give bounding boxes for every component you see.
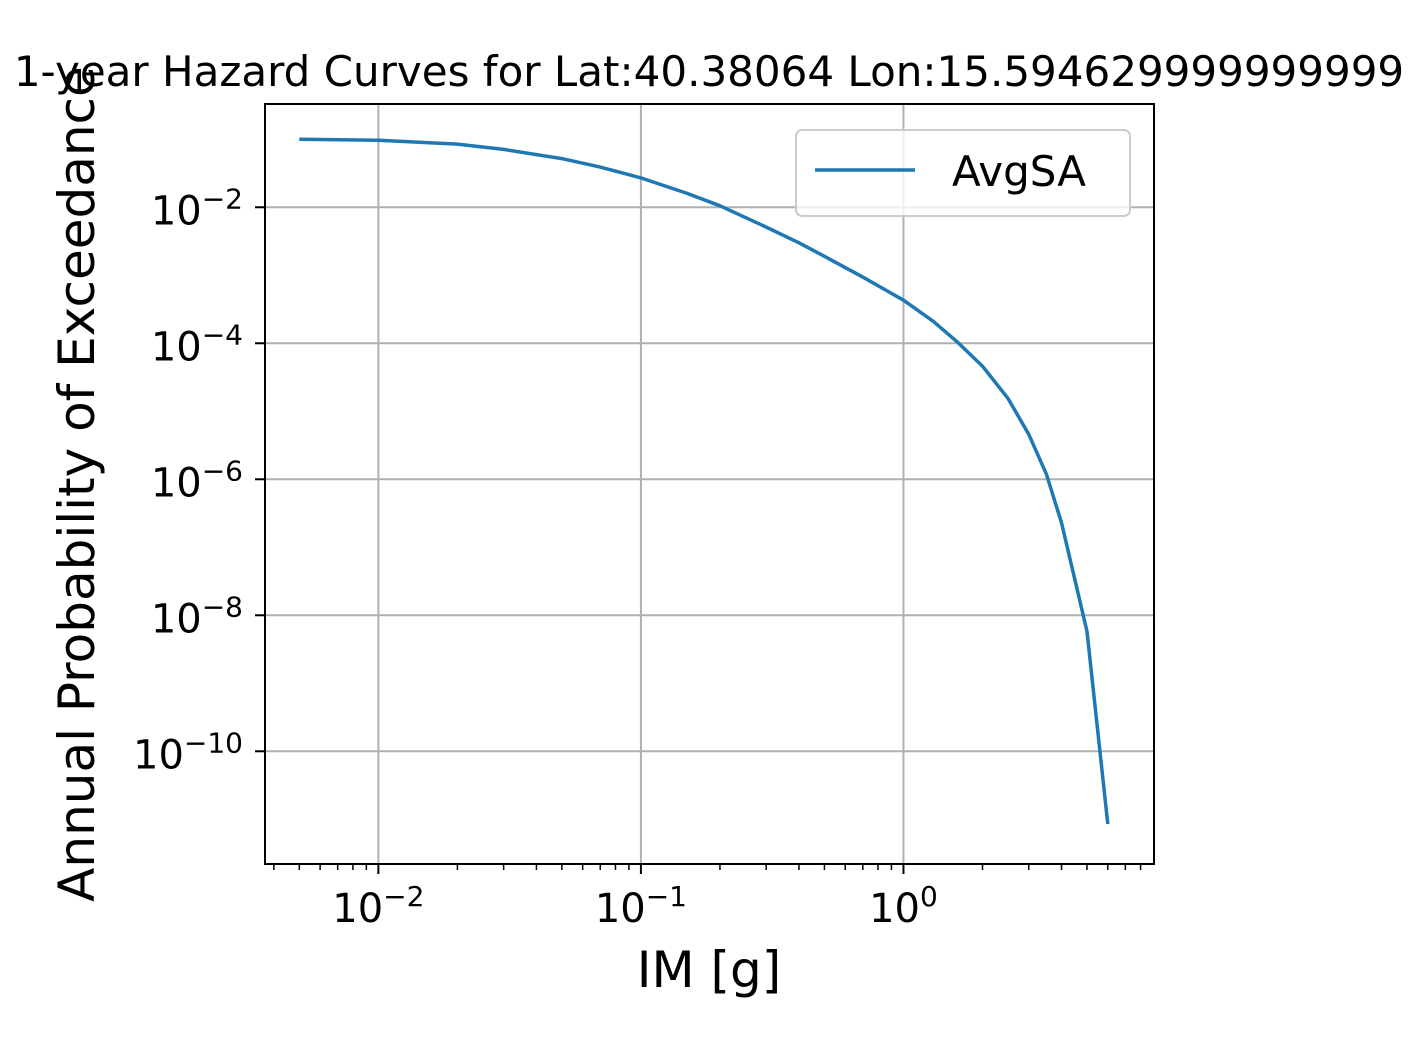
y-tick-base: 10	[151, 324, 202, 370]
series-line-avgsa	[299, 137, 1110, 825]
y-tick-label: 10−4	[151, 318, 243, 370]
y-tick-exponent: −2	[202, 182, 243, 215]
legend-box	[795, 129, 1131, 217]
y-tick-exponent: −6	[202, 454, 243, 487]
y-tick-base: 10	[151, 596, 202, 642]
grid	[265, 104, 1154, 864]
x-tick-base: 10	[595, 886, 646, 932]
y-tick-base: 10	[151, 188, 202, 234]
y-tick-base: 10	[151, 460, 202, 506]
series-group	[299, 137, 1110, 825]
y-axis-label: Annual Probability of Exceedance	[48, 66, 106, 902]
x-tick-exponent: −2	[383, 880, 424, 913]
y-tick-base: 10	[133, 732, 184, 778]
y-tick-exponent: −10	[184, 726, 243, 759]
x-tick-label: 10−1	[595, 880, 687, 932]
y-tick-exponent: −8	[202, 590, 243, 623]
x-axis-ticks: 10−2 10−1 100	[332, 864, 938, 932]
plot-frame	[264, 103, 1155, 865]
y-tick-exponent: −4	[202, 318, 243, 351]
legend: AvgSA	[795, 129, 1131, 217]
chart-title: 1-year Hazard Curves for Lat:40.38064 Lo…	[14, 47, 1404, 96]
x-tick-label: 10−2	[332, 880, 424, 932]
x-tick-exponent: 0	[920, 880, 938, 913]
y-tick-label: 10−10	[133, 726, 243, 778]
x-tick-base: 10	[332, 886, 383, 932]
y-tick-label: 10−6	[151, 454, 243, 506]
y-tick-label: 10−2	[151, 182, 243, 234]
x-tick-exponent: −1	[646, 880, 687, 913]
y-tick-label: 10−8	[151, 590, 243, 642]
y-axis-ticks: 10−210−410−610−810−10	[133, 182, 265, 778]
legend-label-avgsa: AvgSA	[952, 147, 1086, 196]
x-tick-label: 100	[869, 880, 938, 932]
x-tick-base: 10	[869, 886, 920, 932]
x-axis-label: IM [g]	[637, 941, 782, 999]
